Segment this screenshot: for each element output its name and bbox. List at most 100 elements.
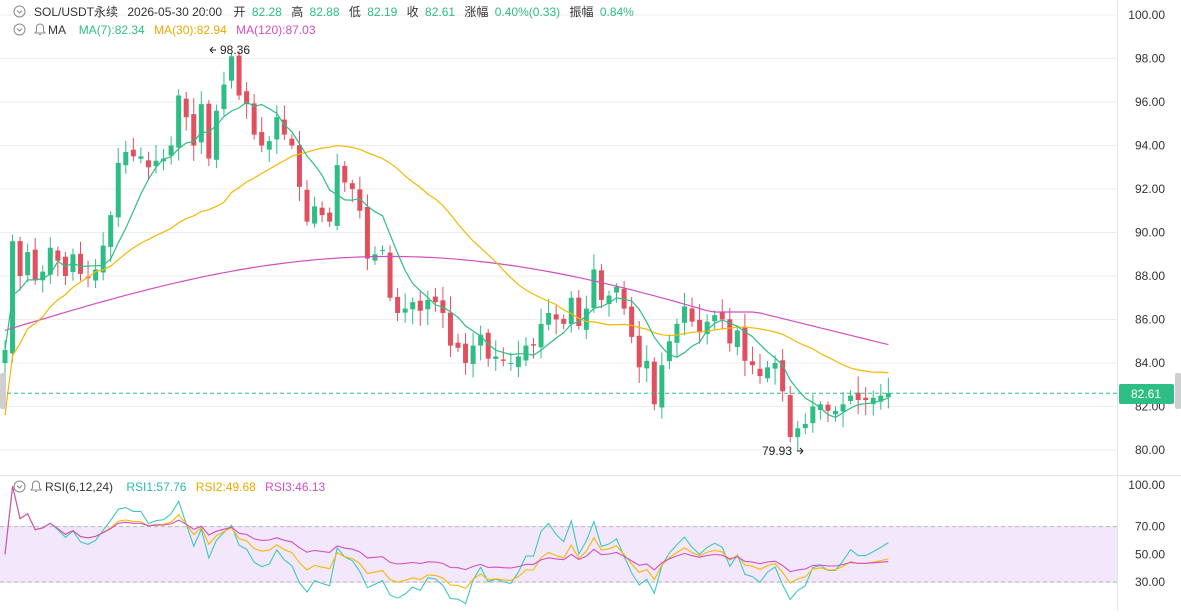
candle <box>682 292 687 336</box>
candle <box>817 401 823 420</box>
rsi-plot <box>4 486 889 605</box>
candle <box>62 251 68 286</box>
candle <box>130 137 136 162</box>
collapse-icon-ma[interactable] <box>13 23 26 36</box>
candle <box>734 325 740 356</box>
candle <box>795 420 801 452</box>
candle <box>659 352 665 419</box>
candle <box>251 94 257 140</box>
candle-body <box>417 300 423 311</box>
candle-body <box>198 104 204 143</box>
candle <box>878 384 884 410</box>
candle <box>168 136 174 165</box>
candle <box>153 144 159 174</box>
candle <box>825 401 831 423</box>
candle-body <box>319 207 325 216</box>
candle <box>17 236 23 291</box>
candle-body <box>833 410 838 415</box>
y-tick-label: 94.00 <box>1135 139 1165 153</box>
candle <box>508 352 514 371</box>
candle <box>281 105 287 141</box>
bell-icon[interactable] <box>34 23 46 35</box>
candle <box>78 241 83 281</box>
candle <box>115 148 121 227</box>
rsi3-legend: RSI3:46.13 <box>265 480 325 494</box>
close-value: 82.61 <box>425 5 455 19</box>
candle <box>568 291 574 333</box>
y-tick-label: 88.00 <box>1135 269 1165 283</box>
candle-body <box>644 360 650 369</box>
candle-body <box>568 297 574 324</box>
rsi-band <box>0 526 1117 583</box>
y-tick-label: 84.00 <box>1135 356 1165 370</box>
candle-body <box>493 356 499 359</box>
candle <box>765 360 771 383</box>
ma7-line <box>4 101 889 419</box>
candle-body <box>410 302 416 310</box>
candle-body <box>689 308 695 322</box>
candle-body <box>32 249 38 281</box>
arrow-right-icon <box>797 447 804 455</box>
scroll-right-handle[interactable] <box>1175 373 1181 409</box>
candle <box>244 81 250 119</box>
candle-body <box>765 367 771 379</box>
candle <box>417 290 423 326</box>
candle <box>93 259 99 289</box>
candle <box>380 245 385 256</box>
candle <box>206 100 212 167</box>
candle-body <box>561 318 567 324</box>
change-value: 0.40%(0.33) <box>495 5 560 19</box>
candle <box>787 385 793 443</box>
candle-body <box>334 165 340 226</box>
candle-body <box>591 269 597 309</box>
candle-body <box>734 330 740 348</box>
rsi1-legend: RSI1:57.76 <box>126 480 186 494</box>
candle-body <box>553 314 559 320</box>
open-label: 开 <box>233 5 245 19</box>
rsi3-line <box>4 486 889 573</box>
candle-body <box>659 365 665 408</box>
candle-body <box>598 270 604 300</box>
candle-body <box>470 345 476 364</box>
candle-body <box>312 206 318 224</box>
candle <box>372 246 378 265</box>
low-label: 低 <box>349 5 361 19</box>
candle-body <box>100 245 106 273</box>
rsi1-line <box>4 486 889 605</box>
candle-body <box>296 145 302 187</box>
candle <box>863 387 869 416</box>
candle <box>213 104 219 169</box>
candle <box>229 52 234 89</box>
candle <box>848 390 854 405</box>
ma30-legend: MA(30):82.94 <box>154 23 227 37</box>
candle <box>364 194 370 271</box>
candle-body <box>251 103 257 135</box>
candle-body <box>455 342 461 348</box>
candle <box>2 340 8 374</box>
bell-icon[interactable] <box>30 480 42 492</box>
candle <box>749 346 755 375</box>
candle-body <box>742 326 748 361</box>
y-tick-label: 80.00 <box>1135 443 1165 457</box>
candle-body <box>206 103 212 159</box>
candle-body <box>629 306 635 337</box>
candle-body <box>682 306 687 323</box>
candle <box>561 314 567 330</box>
candle <box>198 91 204 154</box>
close-label: 收 <box>407 5 419 19</box>
candle <box>236 50 242 100</box>
candle <box>553 305 559 335</box>
candle-body <box>878 395 884 402</box>
candle <box>319 201 325 223</box>
collapse-icon-rsi[interactable] <box>13 480 26 493</box>
candle <box>425 290 431 326</box>
collapse-icon-header[interactable] <box>13 5 26 18</box>
y-tick-label: 92.00 <box>1135 182 1165 196</box>
candle-body <box>485 332 491 359</box>
candle-body <box>25 252 31 276</box>
scroll-left-handle[interactable] <box>0 373 6 409</box>
candle <box>621 281 627 315</box>
candle <box>697 304 703 344</box>
